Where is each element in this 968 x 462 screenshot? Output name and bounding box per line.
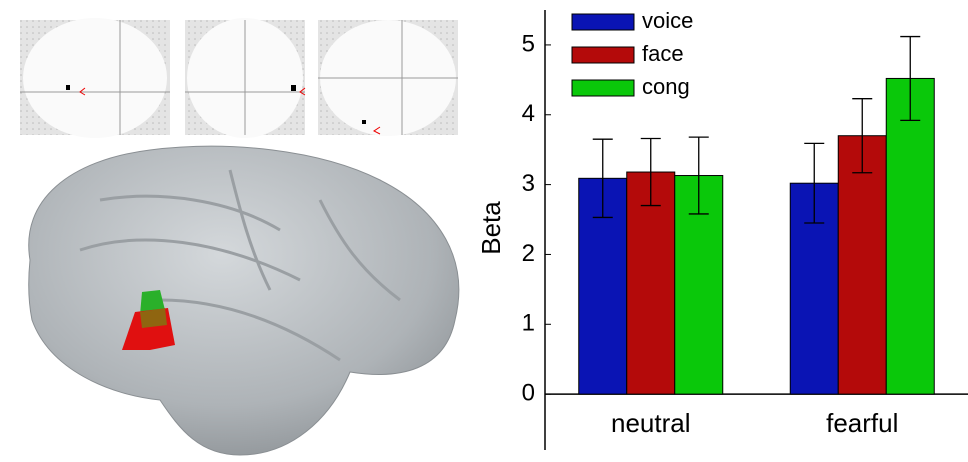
cursor — [79, 87, 86, 96]
cursor — [373, 126, 381, 135]
glass-brain-panels — [20, 18, 458, 138]
bar — [837, 135, 887, 395]
x-tick-label: fearful — [826, 408, 898, 438]
glass-outline — [23, 18, 167, 138]
y-tick-label: 4 — [522, 100, 535, 127]
error-bar — [592, 138, 613, 219]
y-tick-label: 5 — [522, 30, 535, 57]
y-tick-label: 1 — [522, 310, 535, 337]
y-tick-label: 3 — [522, 170, 535, 197]
bar — [885, 77, 935, 395]
blob — [362, 120, 366, 124]
error-bar — [852, 98, 873, 174]
y-tick-label: 0 — [522, 379, 535, 406]
error-bar — [804, 142, 825, 224]
error-bar — [640, 137, 661, 207]
blob — [291, 85, 296, 91]
error-bar — [900, 35, 921, 121]
legend-swatch — [571, 13, 635, 31]
legend-label: cong — [642, 74, 690, 99]
legend-label: face — [642, 41, 684, 66]
error-bar — [688, 136, 709, 215]
sulci — [79, 169, 401, 362]
brain-render — [28, 145, 460, 456]
legend-label: voice — [642, 8, 693, 33]
y-axis-label: Beta — [476, 201, 506, 255]
activation-green — [140, 290, 165, 315]
blob — [66, 85, 70, 90]
activation-overlap — [140, 308, 167, 328]
legend-swatch — [571, 79, 635, 97]
x-tick-label: neutral — [611, 408, 691, 438]
brain-surface — [28, 145, 460, 456]
y-tick-label: 2 — [522, 240, 535, 267]
legend-swatch — [571, 46, 635, 64]
cursor — [299, 87, 306, 96]
bar-chart: 0 1 2 3 4 5 neutral fearful voice face cong — [522, 8, 968, 450]
